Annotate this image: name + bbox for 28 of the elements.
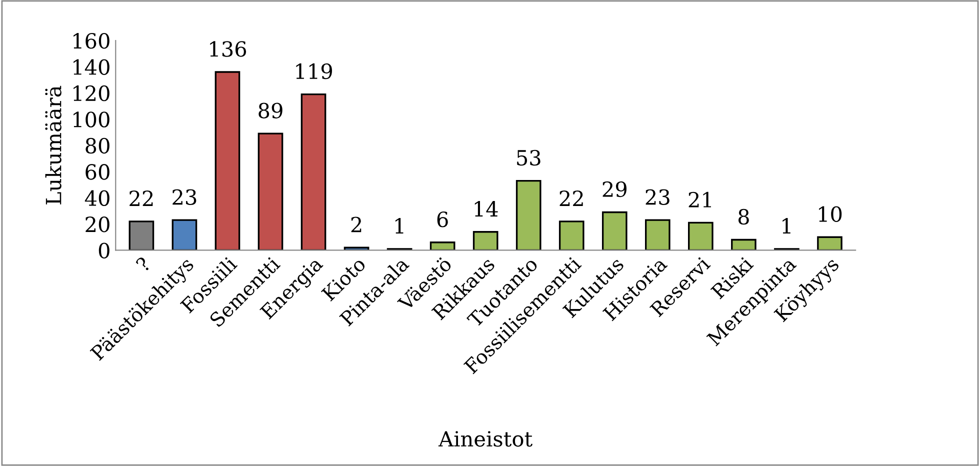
data-label: 10 <box>819 206 842 222</box>
data-label: 1 <box>395 218 404 234</box>
data-label: 14 <box>474 200 498 216</box>
y-tick-label: 0 <box>98 242 110 258</box>
data-label: 53 <box>517 150 540 166</box>
y-tick-label: 60 <box>86 164 110 180</box>
y-tick-label: 100 <box>74 112 110 128</box>
data-label: 23 <box>646 189 670 205</box>
x-axis-title: Aineistot <box>438 431 532 447</box>
y-tick-label: 20 <box>86 216 110 232</box>
data-label: 8 <box>738 208 749 225</box>
data-label: 22 <box>560 190 583 206</box>
y-tick-label: 40 <box>84 190 110 206</box>
y-tick-label: 160 <box>74 32 110 49</box>
y-axis-title: Lukumäärä <box>45 86 62 204</box>
data-label: 29 <box>602 181 626 198</box>
y-tick-label: 140 <box>74 59 110 75</box>
data-label: 136 <box>210 41 246 57</box>
data-label: 89 <box>258 102 282 118</box>
data-label: 2 <box>351 216 362 232</box>
y-tick-label: 120 <box>74 85 110 102</box>
data-label: 6 <box>437 211 448 228</box>
y-tick-label: 80 <box>86 138 110 154</box>
data-label: 21 <box>688 192 711 208</box>
data-label: 22 <box>130 190 153 206</box>
data-label: 1 <box>782 218 790 234</box>
data-label: 119 <box>296 63 332 80</box>
data-label: 23 <box>172 189 196 205</box>
